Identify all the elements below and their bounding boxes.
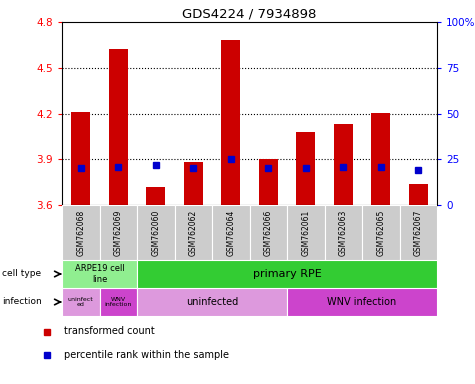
Bar (296, 132, 315, 205)
Text: GSM762066: GSM762066 (264, 209, 273, 256)
Bar (409, 184, 428, 205)
Bar (62, 288, 99, 316)
Text: GSM762068: GSM762068 (76, 209, 85, 256)
Bar (259, 159, 277, 205)
Bar (287, 288, 437, 316)
Text: percentile rank within the sample: percentile rank within the sample (64, 349, 228, 359)
Bar (287, 205, 324, 260)
Bar (62, 260, 137, 288)
Bar (184, 162, 203, 205)
Text: GSM762062: GSM762062 (189, 209, 198, 256)
Bar (221, 40, 240, 205)
Bar (174, 205, 212, 260)
Text: uninfected: uninfected (186, 297, 238, 307)
Bar (399, 205, 437, 260)
Bar (99, 288, 137, 316)
Bar (324, 205, 362, 260)
Text: GSM762060: GSM762060 (151, 209, 160, 256)
Bar (137, 260, 437, 288)
Bar (212, 205, 249, 260)
Bar (62, 205, 99, 260)
Text: infection: infection (2, 298, 42, 306)
Text: GSM762069: GSM762069 (114, 209, 123, 256)
Text: GSM762061: GSM762061 (301, 209, 310, 256)
Text: uninfect
ed: uninfect ed (68, 297, 94, 307)
Text: WNV infection: WNV infection (327, 297, 397, 307)
Bar (71, 112, 90, 205)
Bar (249, 205, 287, 260)
Text: cell type: cell type (2, 270, 41, 278)
Bar (137, 288, 287, 316)
Bar (137, 205, 174, 260)
Bar (362, 205, 399, 260)
Text: transformed count: transformed count (64, 326, 154, 336)
Bar (146, 187, 165, 205)
Text: ARPE19 cell
line: ARPE19 cell line (75, 264, 124, 284)
Bar (109, 50, 128, 205)
Bar (99, 205, 137, 260)
Text: GSM762064: GSM762064 (226, 209, 235, 256)
Text: primary RPE: primary RPE (253, 269, 322, 279)
Text: GSM762063: GSM762063 (339, 209, 348, 256)
Bar (334, 124, 352, 205)
Title: GDS4224 / 7934898: GDS4224 / 7934898 (182, 8, 317, 21)
Text: GSM762065: GSM762065 (376, 209, 385, 256)
Bar (371, 114, 390, 205)
Text: WNV
infection: WNV infection (104, 297, 132, 307)
Text: GSM762067: GSM762067 (414, 209, 423, 256)
